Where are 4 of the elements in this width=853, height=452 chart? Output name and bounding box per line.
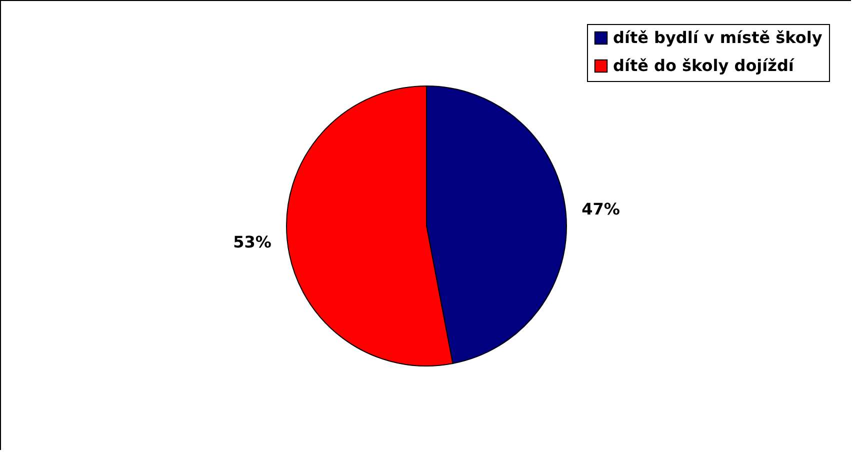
legend-label: dítě bydlí v místě školy bbox=[613, 28, 823, 47]
data-label: 53% bbox=[233, 232, 272, 252]
data-label: 47% bbox=[582, 200, 620, 219]
legend-label: dítě do školy dojíždí bbox=[613, 56, 796, 75]
